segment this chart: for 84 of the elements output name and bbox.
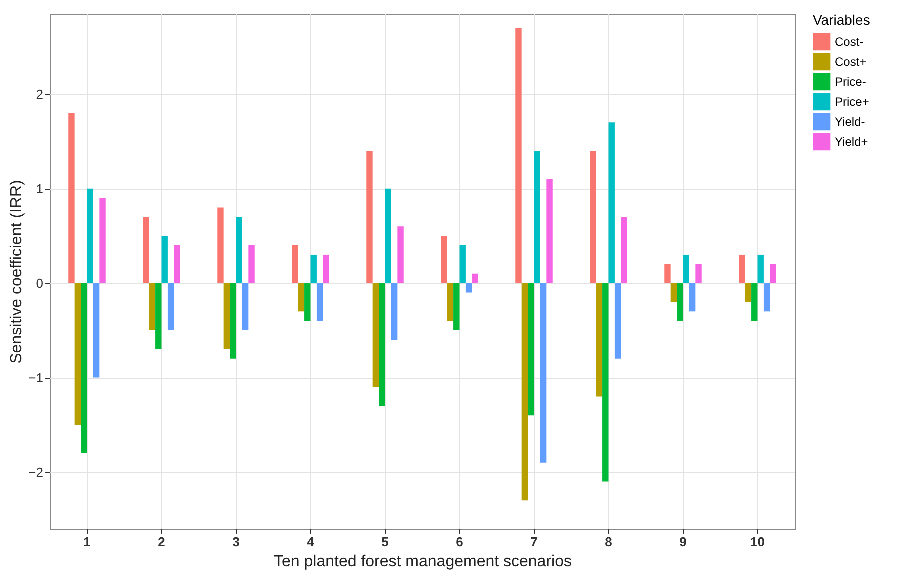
bar <box>696 264 702 284</box>
bar <box>316 283 324 322</box>
bar <box>447 283 454 322</box>
x-tick-label: 4 <box>307 534 316 550</box>
y-tick-label: 2 <box>36 86 44 102</box>
x-tick-label: 10 <box>750 534 765 550</box>
bar <box>385 188 392 284</box>
x-tick-label: 2 <box>158 534 166 550</box>
bar <box>68 113 75 284</box>
bar <box>248 246 255 284</box>
bar <box>614 283 622 359</box>
bar <box>546 179 553 284</box>
bar <box>534 151 540 284</box>
bar <box>149 283 156 331</box>
legend-title: Variables <box>813 12 870 28</box>
legend-label: Cost- <box>835 35 864 49</box>
bar <box>242 283 249 331</box>
bar <box>602 283 609 482</box>
bar <box>174 246 180 284</box>
bar <box>93 283 100 378</box>
bar <box>764 283 770 312</box>
bar <box>466 283 472 293</box>
bar <box>516 28 522 284</box>
bar <box>758 254 764 284</box>
bar <box>366 151 373 284</box>
legend-label: Cost+ <box>835 55 867 69</box>
bar <box>590 151 596 284</box>
bar <box>522 283 528 501</box>
legend-label: Price- <box>835 75 866 89</box>
bar <box>391 283 398 340</box>
bar <box>540 283 547 463</box>
bar <box>670 283 678 302</box>
bar <box>621 217 628 284</box>
legend-label: Yield- <box>835 115 866 129</box>
bar <box>664 264 671 284</box>
bar <box>143 217 150 284</box>
x-axis-title: Ten planted forest management scenarios <box>274 554 572 570</box>
bar <box>162 236 168 284</box>
bar <box>689 283 696 312</box>
bar <box>372 283 380 388</box>
x-tick-label: 3 <box>232 534 240 550</box>
bar <box>454 283 460 331</box>
bar <box>739 254 746 284</box>
bar <box>596 283 603 397</box>
y-tick-label: −1 <box>28 370 44 386</box>
bar <box>74 283 82 426</box>
bar <box>236 217 242 284</box>
bar <box>752 283 758 322</box>
bar <box>224 283 230 350</box>
y-tick-label: 0 <box>36 276 44 291</box>
bar <box>292 246 298 284</box>
bar <box>677 283 684 322</box>
bar <box>218 208 224 284</box>
bar <box>398 226 404 284</box>
bar <box>81 283 88 454</box>
x-tick-label: 9 <box>680 534 687 550</box>
bar <box>608 122 615 284</box>
bar <box>323 254 330 284</box>
bar <box>770 264 776 284</box>
bar <box>304 283 311 322</box>
bar <box>156 283 162 350</box>
x-tick-label: 7 <box>530 534 538 550</box>
bar <box>379 283 386 406</box>
x-tick-label: 5 <box>382 534 389 550</box>
bar <box>528 283 534 416</box>
y-tick-label: 1 <box>36 181 44 196</box>
x-tick-label: 1 <box>84 534 91 550</box>
bar <box>87 188 94 284</box>
bar <box>683 254 690 284</box>
x-tick-label: 8 <box>605 534 612 550</box>
legend-label: Price+ <box>835 95 870 109</box>
y-axis-title: Sensitive coefficient (IRR) <box>8 180 26 364</box>
bar <box>745 283 752 302</box>
legend-label: Yield+ <box>835 135 868 149</box>
y-tick-label: −2 <box>28 464 44 480</box>
bar <box>298 283 305 312</box>
bar <box>168 283 174 331</box>
bar <box>441 236 448 284</box>
bar <box>230 283 236 359</box>
bar <box>100 198 106 284</box>
x-tick-label: 6 <box>456 534 464 550</box>
bar <box>460 246 466 284</box>
bar <box>310 254 317 284</box>
bar <box>472 274 478 284</box>
